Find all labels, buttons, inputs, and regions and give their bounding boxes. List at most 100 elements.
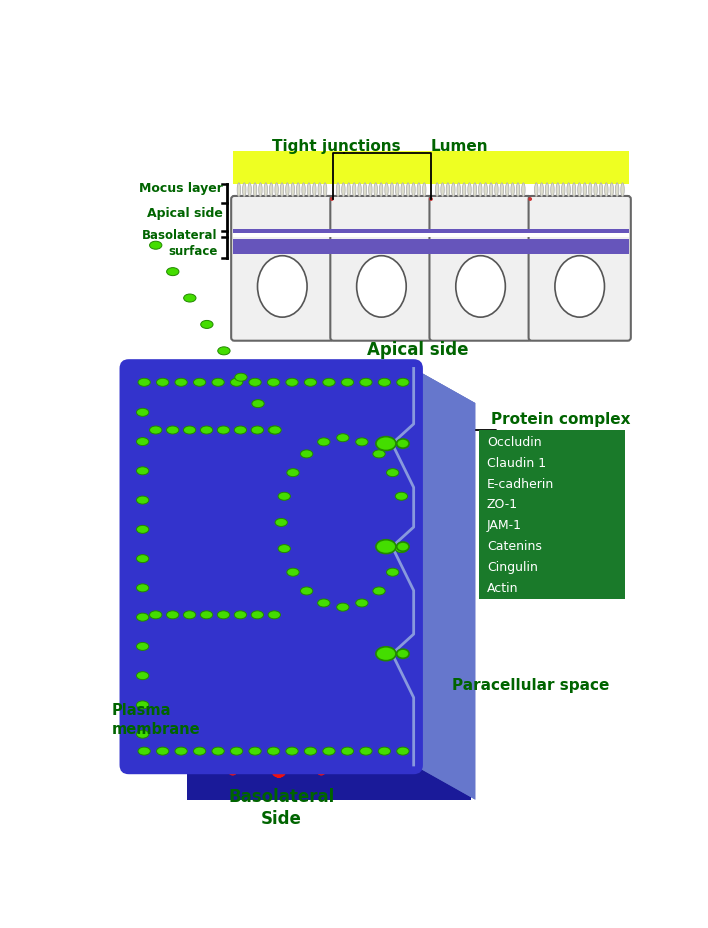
Ellipse shape [435, 184, 439, 198]
Ellipse shape [258, 184, 262, 198]
Ellipse shape [605, 184, 608, 198]
Ellipse shape [137, 468, 149, 475]
Ellipse shape [269, 427, 281, 434]
Ellipse shape [156, 379, 169, 387]
Ellipse shape [500, 184, 503, 198]
Ellipse shape [183, 295, 196, 303]
FancyBboxPatch shape [331, 197, 433, 342]
Bar [233, 152, 629, 185]
Ellipse shape [489, 184, 493, 198]
Ellipse shape [479, 184, 482, 198]
Ellipse shape [337, 603, 349, 612]
Ellipse shape [406, 184, 410, 198]
Ellipse shape [138, 379, 150, 387]
Ellipse shape [323, 379, 335, 387]
Bar [233, 239, 629, 255]
Text: Catenins: Catenins [487, 539, 542, 552]
Ellipse shape [251, 427, 263, 434]
FancyBboxPatch shape [430, 197, 532, 342]
Ellipse shape [384, 184, 388, 198]
Ellipse shape [237, 184, 241, 198]
Ellipse shape [358, 184, 361, 198]
Ellipse shape [287, 569, 299, 576]
Ellipse shape [374, 184, 377, 198]
Ellipse shape [264, 184, 268, 198]
Ellipse shape [396, 379, 409, 387]
Ellipse shape [149, 242, 162, 250]
Ellipse shape [357, 256, 406, 317]
Ellipse shape [360, 747, 372, 755]
Ellipse shape [323, 747, 335, 755]
Bar [479, 431, 625, 599]
Text: Mocus layer: Mocus layer [139, 182, 223, 195]
Ellipse shape [341, 747, 353, 755]
Ellipse shape [291, 184, 295, 198]
Ellipse shape [268, 747, 280, 755]
Ellipse shape [599, 184, 603, 198]
Polygon shape [129, 369, 475, 404]
Ellipse shape [166, 268, 179, 277]
Ellipse shape [278, 545, 290, 553]
Ellipse shape [285, 184, 289, 198]
Ellipse shape [555, 256, 605, 317]
Ellipse shape [183, 427, 195, 434]
Ellipse shape [395, 545, 408, 553]
Ellipse shape [462, 184, 466, 198]
Ellipse shape [217, 427, 229, 434]
Ellipse shape [578, 184, 581, 198]
Ellipse shape [286, 379, 298, 387]
Ellipse shape [183, 612, 195, 619]
Ellipse shape [166, 427, 179, 434]
Ellipse shape [495, 184, 498, 198]
Polygon shape [413, 369, 475, 800]
Ellipse shape [378, 379, 391, 387]
Ellipse shape [258, 256, 307, 317]
Text: Basolateral
surface: Basolateral surface [142, 229, 217, 258]
Text: Claudin 1: Claudin 1 [487, 457, 546, 470]
Ellipse shape [441, 184, 445, 198]
Ellipse shape [286, 747, 298, 755]
Ellipse shape [360, 379, 372, 387]
Ellipse shape [396, 440, 409, 448]
Ellipse shape [137, 643, 149, 651]
Ellipse shape [567, 184, 571, 198]
Ellipse shape [278, 493, 290, 501]
Ellipse shape [218, 347, 230, 355]
Ellipse shape [230, 379, 243, 387]
Ellipse shape [378, 747, 391, 755]
Ellipse shape [149, 612, 162, 619]
Ellipse shape [429, 198, 433, 201]
Ellipse shape [137, 526, 149, 534]
Ellipse shape [417, 184, 421, 198]
Bar [233, 234, 629, 238]
Ellipse shape [318, 599, 330, 607]
Ellipse shape [252, 400, 264, 408]
Ellipse shape [423, 184, 426, 198]
Ellipse shape [337, 434, 349, 443]
Ellipse shape [248, 184, 251, 198]
Ellipse shape [396, 747, 409, 755]
Ellipse shape [268, 427, 280, 434]
Text: Protein complex: Protein complex [491, 411, 630, 427]
Ellipse shape [401, 184, 404, 198]
Ellipse shape [387, 569, 399, 576]
Text: Plasma
membrane: Plasma membrane [112, 702, 200, 736]
Ellipse shape [268, 612, 280, 619]
Ellipse shape [137, 496, 149, 505]
Ellipse shape [330, 198, 333, 201]
Ellipse shape [137, 702, 149, 709]
Ellipse shape [457, 184, 460, 198]
Ellipse shape [280, 184, 284, 198]
Ellipse shape [545, 184, 549, 198]
Ellipse shape [355, 599, 368, 607]
Ellipse shape [137, 555, 149, 563]
Ellipse shape [193, 379, 206, 387]
Text: Apical side: Apical side [367, 341, 469, 359]
Ellipse shape [363, 184, 367, 198]
Ellipse shape [304, 379, 316, 387]
Text: Tight junctions: Tight junctions [273, 138, 401, 153]
FancyBboxPatch shape [232, 197, 333, 342]
Ellipse shape [621, 184, 624, 198]
Ellipse shape [353, 184, 356, 198]
Ellipse shape [336, 184, 340, 198]
